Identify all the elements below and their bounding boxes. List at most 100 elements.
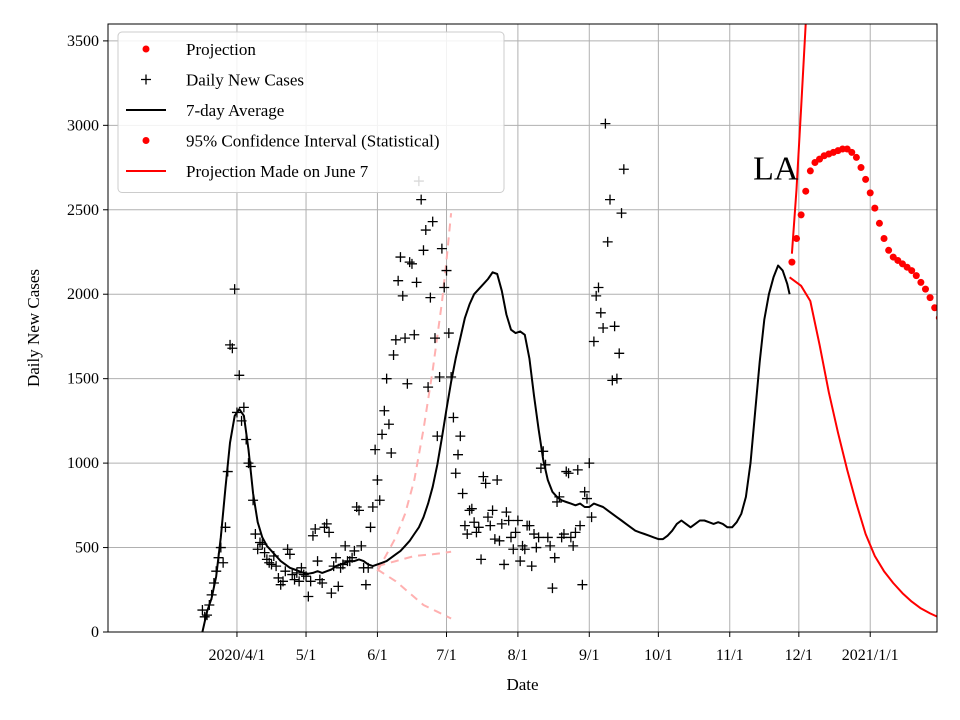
daily-case-point — [492, 475, 503, 485]
projection-point — [921, 285, 929, 293]
x-axis-title: Date — [506, 675, 538, 694]
daily-case-point — [213, 552, 224, 563]
daily-case-point — [291, 567, 302, 578]
daily-case-point — [317, 578, 328, 589]
daily-case-point — [466, 503, 477, 514]
daily-case-point — [218, 557, 229, 568]
projection-point — [908, 267, 916, 275]
projection-point — [802, 187, 810, 195]
projection-point — [797, 211, 805, 219]
daily-case-point — [400, 333, 411, 344]
x-tick-label: 10/1 — [644, 647, 672, 664]
daily-case-point — [487, 505, 498, 516]
daily-case-point — [328, 561, 339, 572]
daily-case-point — [287, 569, 298, 580]
daily-case-point — [393, 275, 404, 286]
confidence-interval-lines — [376, 213, 453, 620]
projection-point — [931, 304, 937, 312]
x-tick-label: 12/1 — [785, 647, 813, 664]
daily-case-point — [222, 466, 233, 477]
y-tick-label: 2500 — [67, 202, 99, 219]
daily-case-point — [238, 402, 249, 413]
x-tick-label: 11/1 — [716, 647, 744, 664]
daily-case-point — [469, 517, 480, 528]
daily-case-point — [278, 576, 289, 587]
daily-case-point — [558, 529, 569, 540]
daily-case-point — [199, 611, 210, 622]
daily-case-point — [581, 493, 592, 504]
daily-case-point — [455, 431, 466, 442]
daily-case-point — [409, 329, 420, 340]
x-tick-label: 2020/4/1 — [209, 647, 266, 664]
daily-case-point — [432, 431, 443, 442]
daily-case-point — [427, 216, 438, 227]
daily-case-point — [453, 449, 464, 460]
daily-case-point — [443, 328, 454, 339]
daily-case-point — [257, 539, 268, 550]
daily-case-point — [572, 464, 583, 475]
daily-case-point — [482, 512, 493, 523]
daily-case-point — [347, 552, 358, 563]
daily-case-point — [310, 523, 321, 534]
daily-case-point — [252, 544, 263, 555]
daily-case-point — [489, 534, 500, 545]
daily-case-point — [600, 118, 611, 129]
daily-case-point — [245, 461, 256, 472]
daily-case-point — [512, 515, 523, 526]
x-tick-label: 6/1 — [367, 647, 387, 664]
projection-upper-line — [790, 24, 807, 254]
series-group — [197, 24, 937, 632]
daily-case-point — [349, 545, 360, 556]
y-tick-label: 1500 — [67, 371, 99, 388]
y-tick-label: 3000 — [67, 117, 99, 134]
daily-case-point — [370, 444, 381, 455]
legend-label: Projection — [186, 40, 256, 59]
projection-point — [848, 148, 856, 156]
daily-case-point — [515, 556, 526, 567]
daily-case-point — [231, 407, 242, 418]
legend-label: Daily New Cases — [186, 71, 304, 90]
daily-case-point — [280, 566, 291, 577]
daily-case-point — [303, 591, 314, 602]
legend-label: 7-day Average — [186, 101, 284, 120]
daily-case-point — [591, 290, 602, 301]
daily-case-point — [618, 164, 629, 175]
daily-case-point — [450, 468, 461, 479]
daily-case-point — [271, 561, 282, 572]
daily-case-point — [531, 542, 542, 553]
daily-case-point — [471, 527, 482, 538]
daily-case-point — [254, 537, 265, 548]
y-axis: 0 500 1000 1500 2000 2500 3000 3500 — [67, 33, 108, 641]
x-tick-label: 2021/1/1 — [842, 647, 899, 664]
daily-case-point — [234, 370, 245, 381]
daily-case-point — [333, 581, 344, 592]
daily-case-point — [236, 415, 247, 426]
daily-case-point — [586, 512, 597, 523]
daily-case-point — [579, 486, 590, 497]
daily-case-point — [381, 373, 392, 384]
daily-case-point — [220, 522, 231, 533]
daily-case-point — [282, 544, 293, 555]
daily-case-point — [363, 562, 374, 573]
daily-case-point — [425, 292, 436, 303]
daily-case-point — [395, 252, 406, 263]
daily-case-point — [250, 529, 261, 540]
x-tick-label: 8/1 — [508, 647, 528, 664]
daily-case-point — [204, 599, 215, 610]
daily-case-point — [473, 522, 484, 533]
projection-point — [806, 167, 814, 175]
daily-case-point — [605, 194, 616, 205]
daily-case-point — [307, 530, 318, 541]
projection-point — [912, 272, 920, 280]
daily-case-point — [496, 518, 507, 529]
daily-case-point — [519, 544, 530, 555]
seven-day-average-line — [201, 264, 791, 632]
daily-case-point — [510, 527, 521, 538]
daily-case-point — [340, 540, 351, 551]
legend-label: Projection Made on June 7 — [186, 162, 369, 181]
projection-point — [880, 234, 888, 242]
daily-case-point — [549, 552, 560, 563]
daily-case-point — [588, 336, 599, 347]
daily-case-point — [197, 605, 208, 616]
